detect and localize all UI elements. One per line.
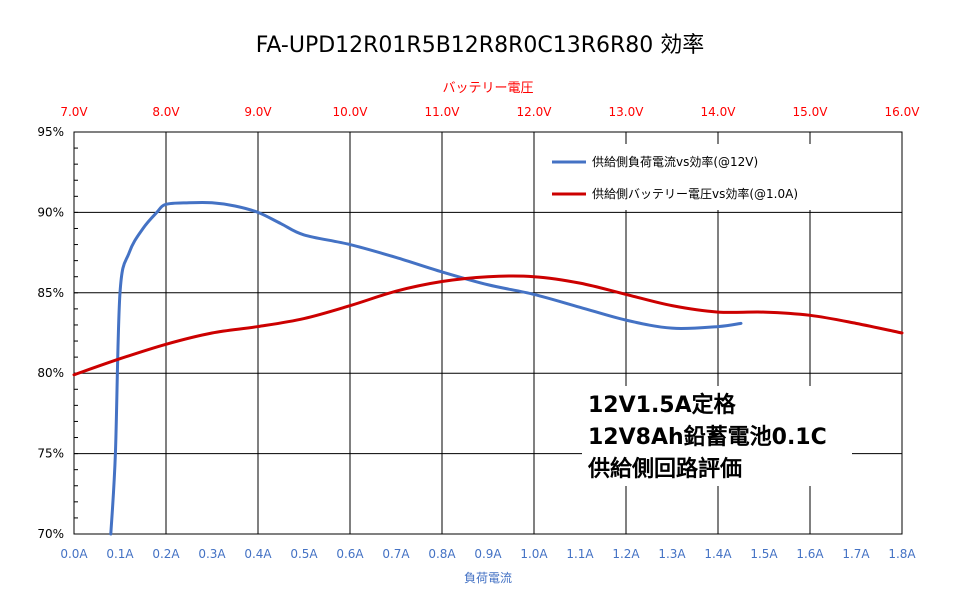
annotation-line-1: 12V1.5A定格 bbox=[588, 392, 737, 418]
bottom-tick-label: 0.8A bbox=[428, 547, 456, 561]
top-tick-label: 11.0V bbox=[425, 105, 461, 119]
legend-label-battery-voltage: 供給側バッテリー電圧vs効率(@1.0A) bbox=[592, 186, 798, 201]
top-tick-label: 13.0V bbox=[609, 105, 645, 119]
annotation-line-3: 供給側回路評価 bbox=[587, 456, 742, 482]
bottom-tick-label: 0.2A bbox=[152, 547, 180, 561]
legend-label-load-current: 供給側負荷電流vs効率(@12V) bbox=[592, 154, 758, 169]
bottom-tick-label: 0.3A bbox=[198, 547, 226, 561]
y-tick-label: 85% bbox=[37, 286, 64, 300]
bottom-tick-label: 1.4A bbox=[704, 547, 732, 561]
legend-box bbox=[540, 144, 835, 210]
bottom-tick-label: 0.0A bbox=[60, 547, 88, 561]
bottom-tick-label: 1.7A bbox=[842, 547, 870, 561]
bottom-tick-label: 0.9A bbox=[474, 547, 502, 561]
top-tick-label: 12.0V bbox=[517, 105, 553, 119]
bottom-tick-label: 0.5A bbox=[290, 547, 318, 561]
series-line-load-current bbox=[109, 200, 743, 536]
annotation-block: 12V1.5A定格 12V8Ah鉛蓄電池0.1C 供給側回路評価 bbox=[582, 386, 852, 486]
bottom-tick-label: 1.2A bbox=[612, 547, 640, 561]
bottom-tick-label: 1.3A bbox=[658, 547, 686, 561]
top-tick-label: 8.0V bbox=[152, 105, 180, 119]
bottom-tick-label: 1.0A bbox=[520, 547, 548, 561]
top-axis-title: バッテリー電圧 bbox=[442, 81, 533, 96]
left-axis-labels: 95% 90% 85% 80% 75% 70% bbox=[37, 125, 64, 541]
bottom-tick-label: 1.5A bbox=[750, 547, 778, 561]
y-tick-label: 70% bbox=[37, 527, 64, 541]
bottom-tick-label: 0.7A bbox=[382, 547, 410, 561]
annotation-background bbox=[582, 386, 852, 486]
series-line-battery-voltage bbox=[72, 274, 904, 377]
series-group bbox=[72, 200, 904, 536]
y-tick-label: 80% bbox=[37, 366, 64, 380]
legend: 供給側負荷電流vs効率(@12V) 供給側バッテリー電圧vs効率(@1.0A) bbox=[540, 144, 835, 210]
chart-title: FA-UPD12R01R5B12R8R0C13R6R80 効率 bbox=[256, 33, 705, 58]
bottom-axis-title: 負荷電流 bbox=[464, 571, 512, 585]
top-tick-label: 9.0V bbox=[244, 105, 272, 119]
top-tick-label: 7.0V bbox=[60, 105, 88, 119]
y-tick-label: 75% bbox=[37, 447, 64, 461]
top-axis-labels: 7.0V 8.0V 9.0V 10.0V 11.0V 12.0V 13.0V 14.0V 15.… bbox=[60, 105, 920, 119]
bottom-tick-label: 0.4A bbox=[244, 547, 272, 561]
bottom-tick-label: 1.8A bbox=[888, 547, 916, 561]
top-tick-label: 15.0V bbox=[793, 105, 829, 119]
bottom-tick-label: 0.1A bbox=[106, 547, 134, 561]
top-tick-label: 16.0V bbox=[885, 105, 921, 119]
top-tick-label: 14.0V bbox=[701, 105, 737, 119]
y-tick-label: 95% bbox=[37, 125, 64, 139]
y-tick-label: 90% bbox=[37, 205, 64, 219]
bottom-tick-label: 1.6A bbox=[796, 547, 824, 561]
bottom-axis-labels: 0.0A 0.1A 0.2A 0.3A 0.4A 0.5A 0.6A 0.7A 0.8A 0.9A… bbox=[60, 547, 916, 561]
annotation-line-2: 12V8Ah鉛蓄電池0.1C bbox=[588, 424, 827, 450]
top-tick-label: 10.0V bbox=[333, 105, 369, 119]
minor-ticks bbox=[74, 131, 78, 535]
bottom-tick-label: 1.1A bbox=[566, 547, 594, 561]
bottom-tick-label: 0.6A bbox=[336, 547, 364, 561]
